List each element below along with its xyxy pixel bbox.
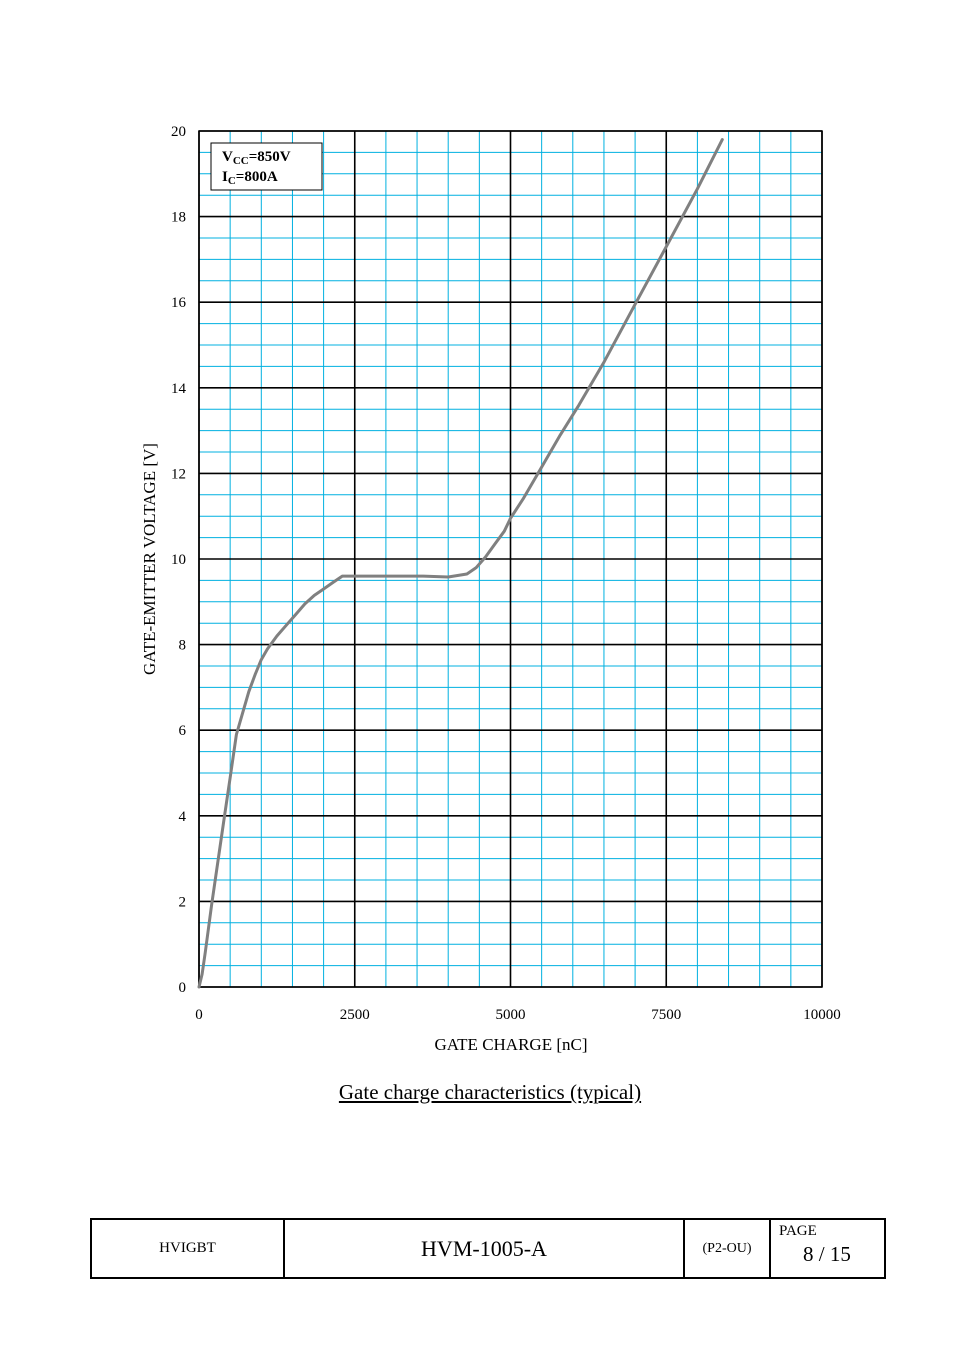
y-tick-label: 8: [179, 638, 187, 654]
footer-product: HVIGBT: [159, 1240, 216, 1256]
y-tick-label: 4: [179, 809, 187, 825]
plot-frame: [198, 130, 823, 988]
vcc-label: VCC=850V: [222, 149, 291, 167]
ic-label: IC=800A: [222, 169, 278, 187]
x-tick-label: 2500: [340, 1007, 370, 1023]
y-tick-label: 18: [171, 210, 186, 226]
legend-box: [210, 142, 323, 191]
conditions-legend: VCC=850V IC=800A: [210, 142, 323, 191]
footer-rev: (P2-OU): [702, 1240, 752, 1256]
y-tick-label: 0: [179, 980, 187, 996]
y-tick-label: 16: [171, 295, 187, 311]
footer-rev-cell: (P2-OU): [685, 1220, 771, 1277]
x-axis-label: GATE CHARGE [nC]: [435, 1035, 588, 1054]
y-tick-label: 10: [171, 552, 186, 568]
y-axis-label: GATE-EMITTER VOLTAGE [V]: [140, 443, 159, 675]
gate-charge-curve: [197, 138, 724, 989]
x-tick-label: 0: [195, 1007, 203, 1023]
footer-page-cell: PAGE 8 / 15: [771, 1220, 884, 1277]
footer-page-label: PAGE: [779, 1223, 817, 1239]
x-tick-labels: 0 2500 5000 7500 10000: [195, 1007, 841, 1023]
y-tick-label: 2: [179, 894, 187, 910]
footer-page-number: 8 / 15: [803, 1242, 851, 1266]
figure-caption: Gate charge characteristics (typical): [338, 1080, 642, 1104]
footer-product-cell: HVIGBT: [92, 1220, 285, 1277]
y-tick-label: 6: [179, 723, 187, 739]
footer-doc-cell: HVM-1005-A: [285, 1220, 685, 1277]
footer-doc-number: HVM-1005-A: [421, 1235, 547, 1261]
y-tick-label: 20: [171, 124, 186, 140]
footer-table: HVIGBT HVM-1005-A (P2-OU) PAGE 8 / 15: [90, 1218, 886, 1279]
y-tick-label: 12: [171, 466, 186, 482]
y-tick-labels: 0 2 4 6 8 10 12 14 16 18 20: [171, 124, 187, 996]
x-tick-label: 5000: [496, 1007, 526, 1023]
x-tick-label: 10000: [803, 1007, 841, 1023]
y-tick-label: 14: [171, 381, 187, 397]
x-tick-label: 7500: [651, 1007, 681, 1023]
